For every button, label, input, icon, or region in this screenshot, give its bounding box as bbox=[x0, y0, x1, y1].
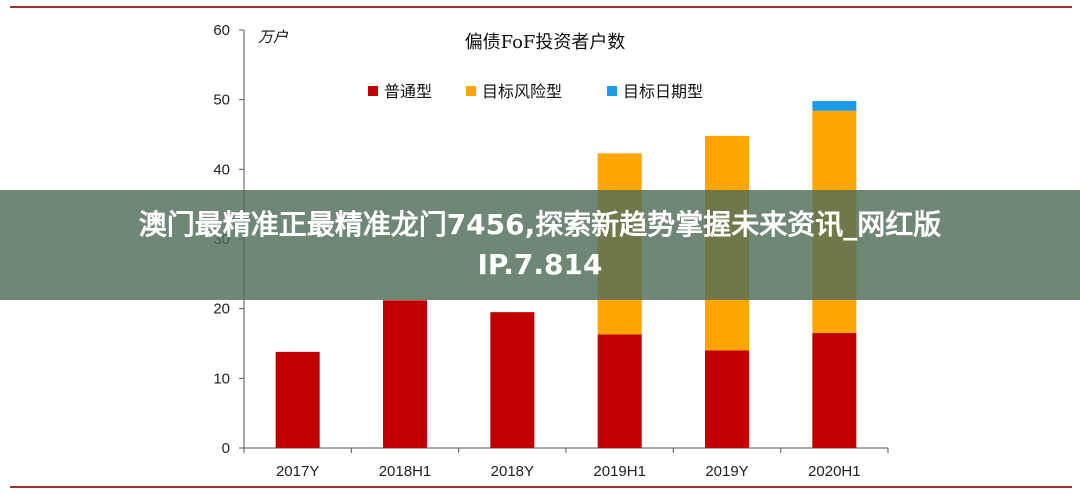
bar-2018y-series-0 bbox=[490, 312, 535, 448]
legend-label: 目标风险型 bbox=[482, 82, 562, 101]
banner-line-1: 澳门最精准正最精准龙门7456,探索新趋势掌握未来资讯_网红版 bbox=[138, 208, 942, 241]
bar-2020h1-series-2 bbox=[812, 101, 857, 111]
x-tick-label: 2017Y bbox=[276, 463, 319, 480]
y-axis-unit: 万户 bbox=[258, 28, 289, 46]
legend-swatch bbox=[466, 86, 476, 96]
x-tick-label: 2019H1 bbox=[593, 463, 646, 480]
y-tick-label: 0 bbox=[222, 440, 230, 457]
y-tick-label: 50 bbox=[213, 92, 230, 109]
bar-2018h1-series-0 bbox=[382, 300, 428, 448]
y-tick-label: 20 bbox=[213, 301, 230, 318]
legend-swatch bbox=[607, 86, 617, 96]
x-tick-label: 2019Y bbox=[705, 463, 748, 480]
bar-2019h1-series-0 bbox=[597, 334, 642, 448]
legend-swatch bbox=[368, 86, 378, 96]
overlay-banner: 澳门最精准正最精准龙门7456,探索新趋势掌握未来资讯_网红版 IP.7.814 bbox=[0, 190, 1080, 300]
bar-2017y-series-0 bbox=[275, 351, 320, 448]
y-tick-label: 60 bbox=[213, 22, 230, 39]
legend: 普通型 目标风险型 目标日期型 bbox=[368, 82, 703, 101]
x-tick-label: 2020H1 bbox=[808, 463, 861, 480]
legend-label: 普通型 bbox=[384, 82, 432, 101]
bar-2019y-series-0 bbox=[704, 350, 750, 448]
bar-2020h1-series-0 bbox=[812, 333, 857, 448]
x-tick-label: 2018H1 bbox=[379, 463, 432, 480]
y-tick-label: 10 bbox=[213, 370, 230, 387]
y-tick-label: 40 bbox=[213, 161, 230, 178]
x-axis: 2017Y 2018H1 2018Y 2019H1 2019Y 2020H1 bbox=[243, 447, 889, 480]
chart-title: 偏债FoF投资者户数 bbox=[465, 32, 626, 53]
banner-line-2: IP.7.814 bbox=[477, 248, 603, 281]
legend-label: 目标日期型 bbox=[623, 82, 703, 101]
x-tick-label: 2018Y bbox=[491, 463, 534, 480]
